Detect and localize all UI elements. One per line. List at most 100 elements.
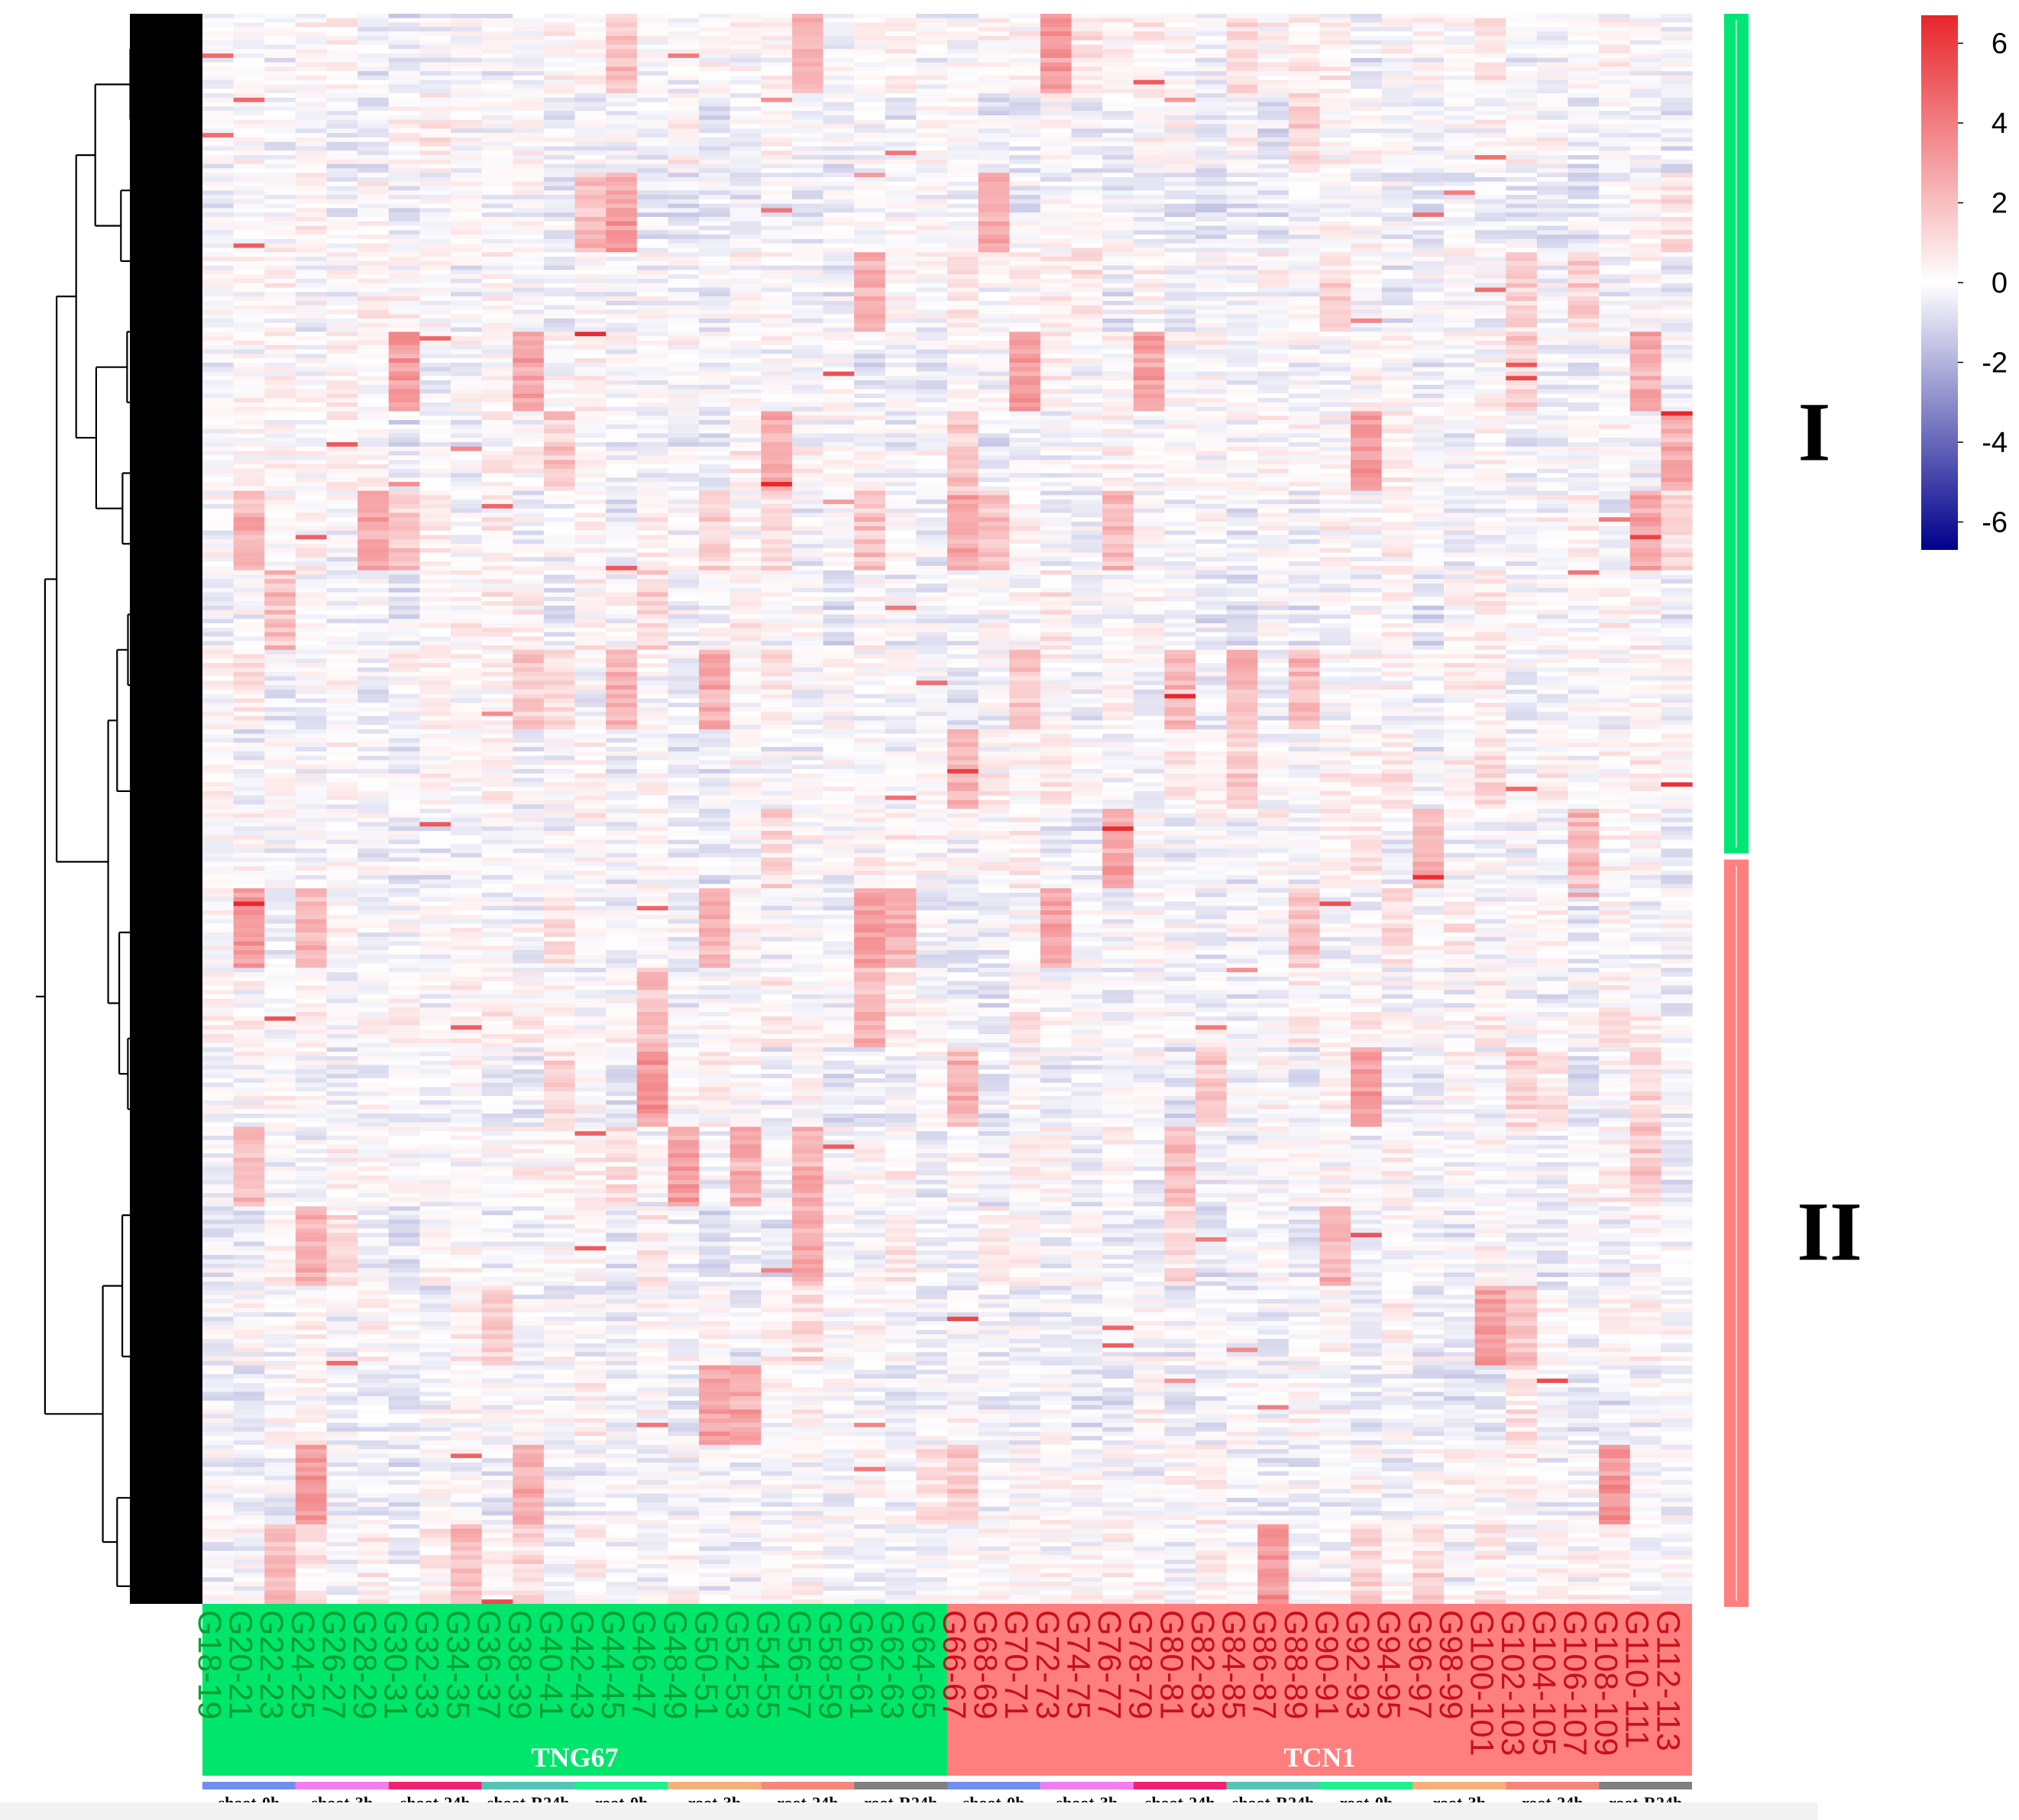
- heatmap-cell: [606, 133, 638, 138]
- heatmap-cell: [1351, 402, 1383, 408]
- heatmap-cell: [1319, 428, 1351, 435]
- heatmap-cell: [543, 420, 576, 425]
- heatmap-cell: [885, 247, 917, 253]
- heatmap-cell: [916, 181, 948, 187]
- heatmap-cell: [1568, 137, 1600, 143]
- heatmap-cell: [1629, 27, 1661, 32]
- heatmap-cell: [1164, 279, 1196, 284]
- heatmap-cell: [606, 49, 638, 54]
- heatmap-cell: [233, 300, 265, 306]
- heatmap-cell: [1196, 150, 1228, 156]
- heatmap-cell: [1351, 234, 1383, 240]
- heatmap-cell: [419, 212, 451, 218]
- heatmap-cell: [699, 18, 731, 24]
- heatmap-cell: [1381, 44, 1413, 50]
- heatmap-cell: [1629, 221, 1661, 227]
- heatmap-cell: [823, 49, 855, 54]
- heatmap-cell: [358, 252, 390, 257]
- heatmap-cell: [1444, 252, 1476, 257]
- heatmap-cell: [1319, 119, 1351, 125]
- heatmap-cell: [1102, 371, 1134, 377]
- heatmap-cell: [1071, 234, 1103, 240]
- heatmap-cell: [730, 460, 762, 465]
- heatmap-cell: [1474, 460, 1506, 465]
- heatmap-cell: [295, 40, 328, 46]
- heatmap-cell: [978, 327, 1010, 332]
- heatmap-cell: [326, 305, 358, 311]
- heatmap-cell: [1288, 27, 1321, 32]
- heatmap-cell: [513, 186, 545, 191]
- heatmap-cell: [543, 27, 576, 32]
- heatmap-cell: [791, 274, 824, 280]
- heatmap-cell: [1040, 27, 1073, 32]
- heatmap-cell: [1071, 380, 1103, 386]
- heatmap-cell: [264, 141, 296, 147]
- heatmap-cell: [451, 22, 483, 27]
- heatmap-cell: [1568, 376, 1600, 381]
- heatmap-cell: [606, 62, 638, 67]
- heatmap-cell: [1288, 451, 1321, 456]
- heatmap-cell: [885, 340, 917, 346]
- heatmap-cell: [1444, 27, 1476, 32]
- heatmap-cell: [1196, 199, 1228, 205]
- heatmap-cell: [481, 44, 513, 50]
- heatmap-cell: [699, 150, 731, 156]
- heatmap-cell: [295, 367, 328, 373]
- heatmap-cell: [1196, 270, 1228, 275]
- heatmap-cell: [1444, 309, 1476, 315]
- heatmap-cell: [1444, 274, 1476, 280]
- heatmap-cell: [606, 380, 638, 386]
- heatmap-cell: [1288, 309, 1321, 315]
- heatmap-cell: [451, 208, 483, 213]
- heatmap-cell: [233, 411, 265, 416]
- heatmap-cell: [1629, 438, 1661, 443]
- heatmap-cell: [1257, 212, 1289, 218]
- heatmap-cell: [1071, 389, 1103, 394]
- heatmap-cell: [1351, 181, 1383, 187]
- heatmap-cell: [1226, 119, 1258, 125]
- heatmap-cell: [1319, 314, 1351, 319]
- heatmap-cell: [451, 18, 483, 24]
- heatmap-cell: [1661, 79, 1693, 86]
- heatmap-cell: [978, 393, 1010, 399]
- heatmap-cell: [668, 243, 700, 249]
- heatmap-cell: [916, 203, 948, 209]
- heatmap-cell: [451, 380, 483, 386]
- heatmap-cell: [481, 119, 513, 125]
- heatmap-cell: [1474, 163, 1506, 170]
- heatmap-cell: [451, 243, 483, 249]
- heatmap-cell: [947, 380, 979, 386]
- heatmap-cell: [419, 234, 451, 240]
- heatmap-cell: [1102, 279, 1134, 284]
- heatmap-cell: [1257, 358, 1289, 364]
- heatmap-cell: [264, 464, 296, 470]
- heatmap-cell: [543, 287, 576, 293]
- heatmap-cell: [326, 128, 358, 134]
- heatmap-cell: [451, 176, 483, 183]
- heatmap-cell: [823, 318, 855, 324]
- heatmap-cell: [916, 186, 948, 191]
- heatmap-cell: [1257, 376, 1289, 381]
- heatmap-cell: [388, 305, 420, 311]
- heatmap-cell: [1568, 296, 1600, 302]
- heatmap-cell: [202, 35, 235, 41]
- heatmap-cell: [326, 111, 358, 116]
- heatmap-cell: [1629, 428, 1661, 435]
- heatmap-cell: [606, 260, 638, 267]
- heatmap-cell: [1568, 274, 1600, 280]
- heatmap-cell: [854, 265, 886, 271]
- heatmap-cell: [978, 322, 1010, 328]
- heatmap-cell: [730, 314, 762, 319]
- heatmap-cell: [1381, 247, 1413, 253]
- heatmap-cell: [388, 44, 420, 50]
- heatmap-cell: [1133, 168, 1165, 173]
- heatmap-cell: [1474, 18, 1506, 24]
- heatmap-cell: [326, 93, 358, 99]
- heatmap-cell: [1629, 279, 1661, 284]
- heatmap-cell: [1196, 102, 1228, 108]
- heatmap-cell: [1661, 265, 1693, 271]
- heatmap-cell: [233, 420, 265, 425]
- heatmap-cell: [481, 296, 513, 302]
- heatmap-cell: [326, 190, 358, 196]
- heatmap-cell: [574, 296, 607, 302]
